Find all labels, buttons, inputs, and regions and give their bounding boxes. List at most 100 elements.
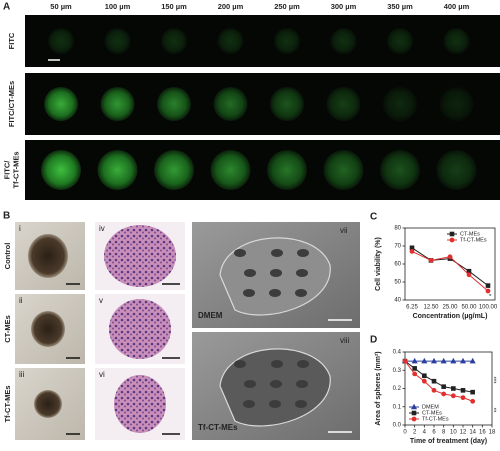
spheroid-image xyxy=(44,87,78,121)
fluorescence-strip xyxy=(25,15,500,67)
tissue xyxy=(104,225,176,287)
y-tick-label: 0.2 xyxy=(393,386,402,392)
marker xyxy=(460,388,466,393)
column-header: 250 µm xyxy=(274,2,300,11)
legend-marker xyxy=(411,410,417,416)
sem-pore xyxy=(269,289,281,297)
row-label: FITC/CT-MEs xyxy=(7,81,16,127)
spheroid-image xyxy=(100,87,135,121)
spheroid-image xyxy=(323,150,364,190)
spheroid-image xyxy=(439,87,474,121)
legend-marker xyxy=(449,231,455,237)
panel-label: B xyxy=(3,211,10,222)
marker xyxy=(412,371,418,377)
marker xyxy=(430,357,438,364)
sem-pore xyxy=(297,360,309,368)
spheroid-image xyxy=(274,28,300,54)
marker xyxy=(441,384,446,389)
legend-label: CT-MEs xyxy=(460,231,480,237)
panel-label: C xyxy=(370,212,377,223)
marker xyxy=(421,378,427,384)
marker xyxy=(450,357,457,364)
marker xyxy=(451,386,456,391)
legend-label: DMEM xyxy=(422,404,439,410)
x-axis-label: Concentration (µg/mL) xyxy=(413,313,488,320)
marker xyxy=(447,254,453,260)
column-header: 100 µm xyxy=(105,2,131,11)
y-axis-label: Cell viability (%) xyxy=(375,237,382,291)
x-tick-label: 6.25 xyxy=(406,305,418,311)
marker xyxy=(411,357,418,364)
numeral: vi xyxy=(99,370,105,379)
sem-pore xyxy=(270,380,282,388)
x-tick-label: 10 xyxy=(450,430,457,436)
row-label: Control xyxy=(3,243,12,270)
sem-pore xyxy=(295,400,307,408)
row-label: FITC/ xyxy=(2,160,11,180)
fluorescence-strip xyxy=(25,140,500,200)
sem-pore xyxy=(270,269,282,277)
marker xyxy=(428,258,434,263)
y-tick-label: 70 xyxy=(394,244,401,250)
marker xyxy=(409,249,415,254)
numeral: iii xyxy=(19,370,25,379)
marker xyxy=(459,357,467,364)
x-tick-label: 12 xyxy=(460,430,467,436)
marker xyxy=(441,391,447,397)
series-line xyxy=(404,360,473,393)
row-label: Tf-CT-MEs xyxy=(11,151,20,188)
marker xyxy=(466,272,472,278)
annotation: *** xyxy=(495,376,500,384)
legend-label: Tf-CT-MEs xyxy=(422,416,449,422)
spheroid-image xyxy=(41,150,81,190)
row-label: FITC xyxy=(7,32,16,49)
sem-label: DMEM xyxy=(198,311,223,320)
spheroid-image xyxy=(267,150,307,190)
row-label: CT-MEs xyxy=(3,315,12,343)
sem-pore xyxy=(243,400,255,408)
y-tick-label: 0.3 xyxy=(393,368,402,374)
numeral: v xyxy=(99,296,103,305)
spheroid-image xyxy=(387,28,413,54)
x-axis-label: Time of treatment (day) xyxy=(410,438,487,445)
spheroid-image xyxy=(330,28,357,54)
column-header: 400 µm xyxy=(444,2,470,11)
tissue xyxy=(109,299,171,359)
spheroid-image xyxy=(383,87,417,121)
spheroid-image xyxy=(157,87,191,121)
marker xyxy=(440,357,447,364)
x-tick-label: 6 xyxy=(432,430,436,436)
x-tick-label: 0 xyxy=(403,430,407,436)
marker xyxy=(470,389,475,395)
y-tick-label: 0.4 xyxy=(393,350,402,356)
fluorescence-strip xyxy=(25,73,500,135)
spheroid-image xyxy=(48,28,74,54)
spheroid-image xyxy=(217,28,244,54)
marker xyxy=(469,357,476,364)
y-tick-label: 0.0 xyxy=(393,423,402,429)
spheroid-image xyxy=(210,150,251,190)
spheroid-image xyxy=(436,150,477,190)
numeral: ii xyxy=(19,296,23,305)
legend-marker xyxy=(410,403,418,410)
x-tick-label: 14 xyxy=(469,430,476,436)
panel-label: A xyxy=(3,2,10,13)
column-header: 350 µm xyxy=(387,2,413,11)
marker xyxy=(431,387,437,393)
column-header: 200 µm xyxy=(218,2,244,11)
numeral: viii xyxy=(340,336,350,345)
panel-label: D xyxy=(370,335,377,346)
y-tick-label: 0.1 xyxy=(393,404,402,410)
column-header: 150 µm xyxy=(161,2,187,11)
marker xyxy=(422,373,427,379)
marker xyxy=(470,398,476,404)
sem-pore xyxy=(244,380,256,388)
sem-pore xyxy=(269,400,281,408)
y-tick-label: 80 xyxy=(394,226,401,232)
spheroid-image xyxy=(104,28,131,54)
numeral: i xyxy=(19,224,21,233)
legend-label: CT-MEs xyxy=(422,410,442,416)
x-tick-label: 100.00 xyxy=(479,305,498,311)
sem-pore xyxy=(295,289,307,297)
